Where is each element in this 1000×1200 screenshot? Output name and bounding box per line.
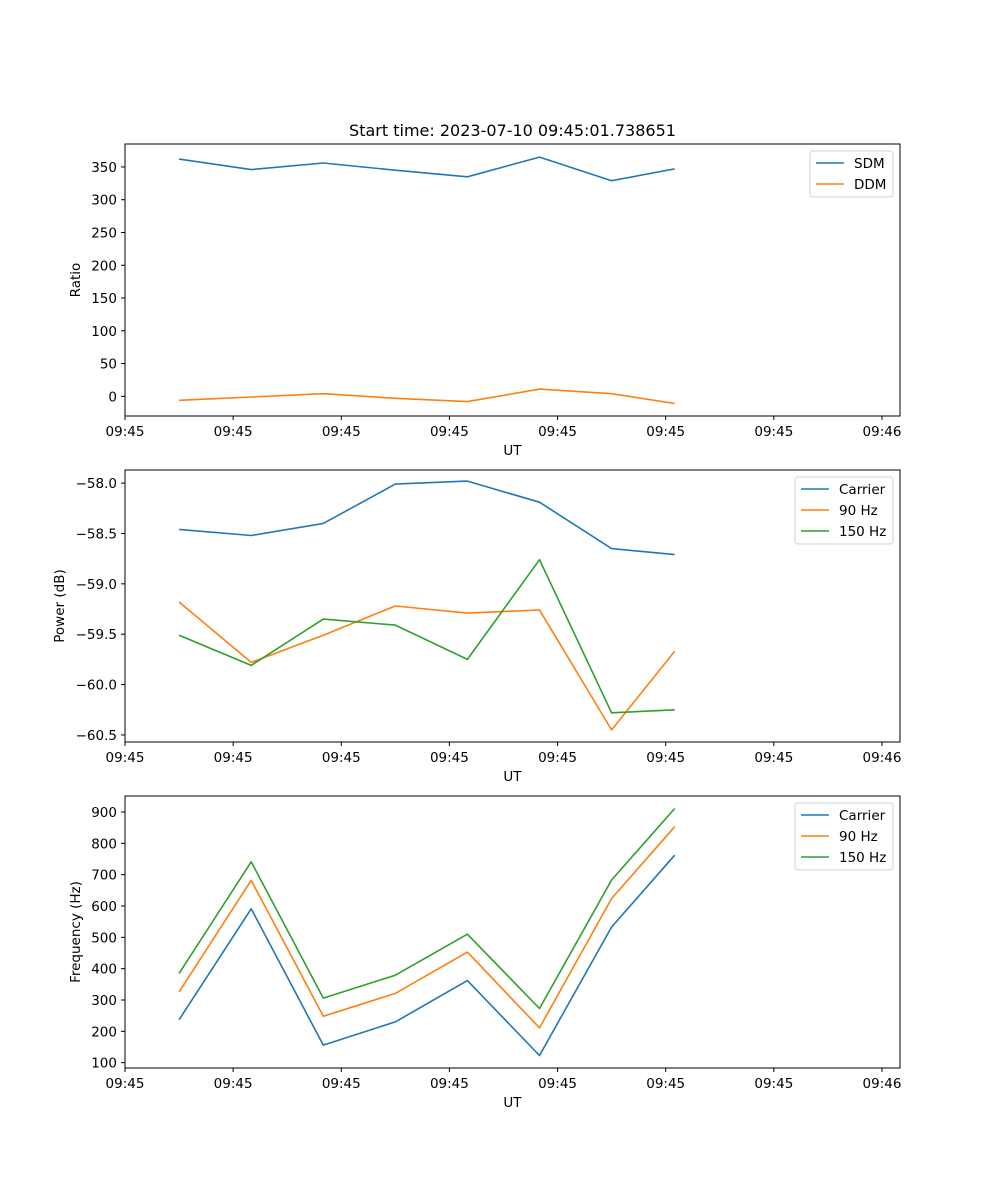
series-line-90-hz bbox=[178, 601, 676, 731]
chart-title: Start time: 2023-07-10 09:45:01.738651 bbox=[349, 121, 676, 140]
x-tick-label: 09:45 bbox=[430, 1076, 469, 1092]
x-tick-label: 09:45 bbox=[214, 1076, 253, 1092]
plot-frame bbox=[124, 795, 901, 1069]
y-tick-label: 500 bbox=[91, 930, 117, 946]
x-tick-label: 09:45 bbox=[754, 750, 793, 766]
legend-frame bbox=[794, 476, 894, 545]
y-tick-label: 900 bbox=[91, 805, 117, 821]
y-tick-label: 200 bbox=[91, 258, 117, 274]
legend-label: 90 Hz bbox=[839, 503, 878, 519]
x-axis-label: UT bbox=[503, 1095, 522, 1111]
legend: Carrier 90 Hz 150 Hz bbox=[794, 802, 894, 871]
x-tick-label: 09:45 bbox=[646, 1076, 685, 1092]
x-axis-label: UT bbox=[503, 769, 522, 785]
legend-label: 150 Hz bbox=[839, 524, 886, 540]
series-line-sdm bbox=[178, 156, 675, 182]
y-tick-label: 100 bbox=[91, 324, 117, 340]
x-tick-label: 09:46 bbox=[863, 750, 902, 766]
x-tick-label: 09:45 bbox=[430, 750, 469, 766]
y-tick-label: −58.0 bbox=[76, 476, 117, 492]
y-tick-label: 150 bbox=[91, 291, 117, 307]
legend-label: DDM bbox=[854, 177, 886, 193]
subplot-2: −58.0 −58.5 −59.0 −59.5 −60.0 −60.5 09:45 09:45… bbox=[52, 469, 902, 785]
legend-label: Carrier bbox=[839, 482, 886, 498]
legend-label: SDM bbox=[854, 156, 885, 172]
x-tick-label: 09:45 bbox=[106, 424, 145, 440]
x-tick-label: 09:45 bbox=[322, 750, 361, 766]
y-tick-label: 600 bbox=[91, 899, 117, 915]
legend-label: 90 Hz bbox=[839, 829, 878, 845]
y-tick-label: 200 bbox=[91, 1024, 117, 1040]
x-tick-label: 09:45 bbox=[322, 424, 361, 440]
x-tick-label: 09:45 bbox=[754, 424, 793, 440]
legend: SDM DDM bbox=[809, 150, 894, 198]
x-tick-label: 09:45 bbox=[214, 750, 253, 766]
y-tick-label: −60.5 bbox=[76, 728, 117, 744]
y-axis-label: Ratio bbox=[68, 263, 84, 298]
plot-frame bbox=[124, 143, 901, 417]
series-line-150-hz bbox=[178, 807, 676, 1010]
y-axis-label: Power (dB) bbox=[52, 569, 68, 642]
legend-frame bbox=[794, 802, 894, 871]
x-tick-label: 09:45 bbox=[538, 424, 577, 440]
legend-label: Carrier bbox=[839, 808, 886, 824]
plot-frame bbox=[124, 469, 901, 743]
y-tick-label: 350 bbox=[91, 160, 117, 176]
y-tick-label: 100 bbox=[91, 1056, 117, 1072]
y-tick-label: 0 bbox=[108, 389, 117, 405]
y-tick-label: −59.0 bbox=[76, 577, 117, 593]
x-tick-label: 09:45 bbox=[646, 424, 685, 440]
x-axis-label: UT bbox=[503, 443, 522, 459]
x-tick-label: 09:45 bbox=[754, 1076, 793, 1092]
legend: Carrier 90 Hz 150 Hz bbox=[794, 476, 894, 545]
y-tick-label: 300 bbox=[91, 193, 117, 209]
legend-label: 150 Hz bbox=[839, 850, 886, 866]
y-axis-label: Frequency (Hz) bbox=[68, 881, 84, 983]
y-tick-label: 800 bbox=[91, 836, 117, 852]
y-tick-label: 50 bbox=[100, 357, 117, 373]
y-tick-label: −58.5 bbox=[76, 526, 117, 542]
x-tick-label: 09:45 bbox=[646, 750, 685, 766]
subplot-3: 100 200 300 400 500 600 700 800 900 09:45 09:45 09:… bbox=[68, 795, 902, 1111]
y-tick-label: 250 bbox=[91, 225, 117, 241]
x-tick-label: 09:45 bbox=[106, 750, 145, 766]
y-tick-label: 300 bbox=[91, 993, 117, 1009]
x-tick-label: 09:45 bbox=[106, 1076, 145, 1092]
x-tick-label: 09:45 bbox=[538, 750, 577, 766]
series-line-90-hz bbox=[178, 826, 676, 1029]
series-line-150-hz bbox=[178, 558, 675, 714]
subplot-1: 0 50 100 150 200 250 300 350 09:45 09:45 09:45 09:4… bbox=[68, 121, 901, 459]
series-line-ddm bbox=[179, 388, 675, 405]
x-tick-label: 09:46 bbox=[863, 1076, 902, 1092]
x-tick-label: 09:45 bbox=[430, 424, 469, 440]
y-tick-label: 700 bbox=[91, 868, 117, 884]
x-tick-label: 09:46 bbox=[863, 424, 902, 440]
y-tick-label: 400 bbox=[91, 962, 117, 978]
y-tick-label: −60.0 bbox=[76, 678, 117, 694]
x-tick-label: 09:45 bbox=[322, 1076, 361, 1092]
series-line-carrier bbox=[179, 480, 675, 556]
x-tick-label: 09:45 bbox=[214, 424, 253, 440]
y-tick-label: −59.5 bbox=[76, 627, 117, 643]
x-tick-label: 09:45 bbox=[538, 1076, 577, 1092]
series-line-carrier bbox=[178, 854, 676, 1057]
